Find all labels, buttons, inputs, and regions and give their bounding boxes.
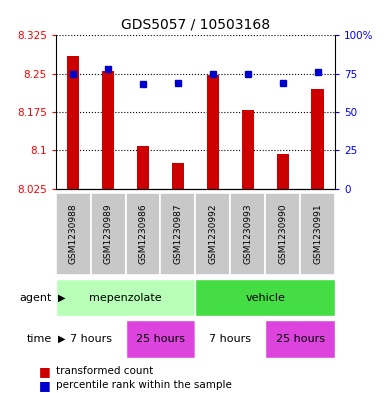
Text: agent: agent: [20, 293, 52, 303]
Bar: [126, 320, 195, 358]
Text: ■: ■: [38, 365, 50, 378]
Bar: [102, 71, 114, 189]
Text: GSM1230990: GSM1230990: [278, 204, 287, 264]
Text: ▶: ▶: [58, 293, 65, 303]
Text: mepenzolate: mepenzolate: [89, 293, 162, 303]
Bar: [265, 193, 300, 275]
Bar: [195, 279, 335, 316]
Bar: [56, 279, 195, 316]
Text: GSM1230991: GSM1230991: [313, 204, 322, 264]
Bar: [207, 75, 219, 189]
Bar: [56, 193, 91, 275]
Bar: [265, 320, 335, 358]
Text: vehicle: vehicle: [245, 293, 285, 303]
Bar: [56, 320, 126, 358]
Bar: [300, 193, 335, 275]
Text: GSM1230987: GSM1230987: [173, 204, 182, 264]
Text: 25 hours: 25 hours: [276, 334, 325, 344]
Bar: [67, 56, 79, 189]
Bar: [311, 89, 324, 189]
Bar: [276, 154, 289, 189]
Text: ▶: ▶: [58, 334, 65, 344]
Text: GSM1230992: GSM1230992: [208, 204, 218, 264]
Bar: [172, 163, 184, 189]
Bar: [195, 193, 230, 275]
Bar: [137, 146, 149, 189]
Bar: [242, 110, 254, 189]
Text: 7 hours: 7 hours: [70, 334, 112, 344]
Text: GSM1230988: GSM1230988: [69, 204, 78, 264]
Bar: [195, 320, 265, 358]
Text: 25 hours: 25 hours: [136, 334, 185, 344]
Bar: [161, 193, 195, 275]
Text: transformed count: transformed count: [56, 366, 153, 376]
Text: GSM1230986: GSM1230986: [139, 204, 147, 264]
Bar: [230, 193, 265, 275]
Bar: [91, 193, 126, 275]
Bar: [126, 193, 161, 275]
Title: GDS5057 / 10503168: GDS5057 / 10503168: [121, 17, 270, 31]
Text: 7 hours: 7 hours: [209, 334, 251, 344]
Text: ■: ■: [38, 378, 50, 392]
Text: GSM1230993: GSM1230993: [243, 204, 252, 264]
Text: percentile rank within the sample: percentile rank within the sample: [56, 380, 232, 390]
Text: GSM1230989: GSM1230989: [104, 204, 113, 264]
Text: time: time: [27, 334, 52, 344]
